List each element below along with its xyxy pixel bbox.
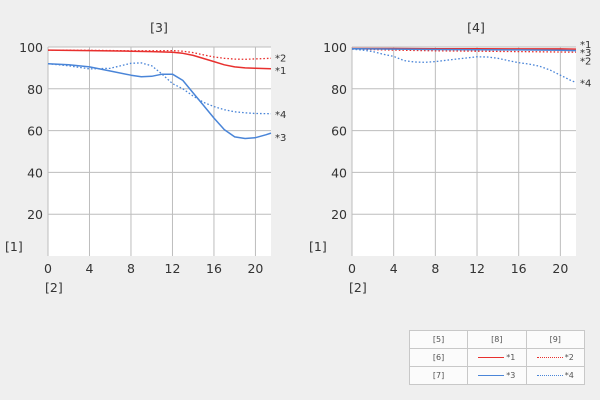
legend-table: [5] [8] [9] [6] *1 *2 [7] *3 *4 <box>408 330 586 385</box>
x-tick-label: 8 <box>127 261 135 276</box>
legend-swatch-s1 <box>478 357 505 358</box>
series-end-label: *1 <box>275 66 286 77</box>
y-tick-label: 60 <box>27 124 43 139</box>
x-tick-label: 0 <box>44 261 52 276</box>
legend-entry-s4: *4 <box>525 366 586 385</box>
legend-header-3: [9] <box>525 330 586 349</box>
legend-header-1: [5] <box>408 330 469 349</box>
x-axis-label: [2] <box>45 280 63 295</box>
y-axis-label: [1] <box>309 239 327 254</box>
series-line-s3 <box>47 62 272 140</box>
y-tick-label: 20 <box>331 207 347 222</box>
legend-row-2-label: [7] <box>408 366 469 385</box>
legend-entry-s1: *1 <box>467 348 527 367</box>
series-end-label: *4 <box>580 79 591 90</box>
x-tick-label: 12 <box>165 261 181 276</box>
x-tick-label: 0 <box>348 261 356 276</box>
y-tick-label: 100 <box>19 40 43 55</box>
x-tick-label: 12 <box>469 261 485 276</box>
y-axis-label: [1] <box>5 239 23 254</box>
y-tick-label: 60 <box>331 124 347 139</box>
chart-title: [4] <box>467 20 485 35</box>
chart-2: [4] 0 4 8 12 16 20 20 40 60 80 100 [1] [2] *1*3*2 *4 <box>309 20 591 295</box>
series-end-label: *3 <box>580 48 591 59</box>
legend-text-s3: *3 <box>506 371 516 380</box>
legend-swatch-s4 <box>536 375 563 376</box>
plot-area <box>48 47 271 256</box>
series-end-label: *1 <box>580 40 591 51</box>
x-tick-label: 16 <box>511 261 527 276</box>
legend-header-row: [5] [8] [9] <box>408 330 586 349</box>
x-tick-label: 8 <box>431 261 439 276</box>
y-tick-label: 100 <box>323 40 347 55</box>
chart-title: [3] <box>150 20 168 35</box>
chart-1: [3] 0 4 8 12 16 20 20 40 60 80 100 [1] [2] *2 *1 *4 *3 <box>5 20 286 295</box>
y-tick-label: 80 <box>27 82 43 97</box>
x-tick-label: 16 <box>206 261 222 276</box>
legend-text-s2: *2 <box>564 353 574 362</box>
plot-area <box>352 47 576 256</box>
legend-swatch-s2 <box>536 357 563 358</box>
legend-header-2: [8] <box>467 330 527 349</box>
y-tick-label: 80 <box>331 82 347 97</box>
series-line-s4 <box>47 62 272 115</box>
x-tick-label: 20 <box>247 261 263 276</box>
series-end-label: *2 <box>580 57 591 68</box>
x-tick-label: 4 <box>390 261 398 276</box>
x-tick-label: 20 <box>552 261 568 276</box>
series-line-s1 <box>47 49 272 70</box>
legend-row-1: [6] *1 *2 <box>408 348 586 367</box>
y-tick-label: 40 <box>331 165 347 180</box>
legend-row-2: [7] *3 *4 <box>408 366 586 385</box>
charts-canvas: [3]0 4 8 12 16 2020406080100[1][2]*2*1*4*3[4]… <box>5 20 591 295</box>
legend-row-1-label: [6] <box>408 348 469 367</box>
series-end-label: *4 <box>275 110 286 121</box>
series-end-label: *2 <box>275 53 286 64</box>
legend-text-s1: *1 <box>506 353 516 362</box>
series-end-label: *3 <box>275 133 286 144</box>
x-tick-label: 4 <box>86 261 94 276</box>
legend-entry-s3: *3 <box>467 366 527 385</box>
y-tick-label: 40 <box>27 165 43 180</box>
legend-entry-s2: *2 <box>525 348 586 367</box>
x-axis-label: [2] <box>349 280 367 295</box>
legend-text-s4: *4 <box>564 371 574 380</box>
y-tick-label: 20 <box>27 207 43 222</box>
legend-swatch-s3 <box>478 375 505 376</box>
series-line-s4 <box>351 48 577 84</box>
series-line-s3 <box>351 47 577 52</box>
